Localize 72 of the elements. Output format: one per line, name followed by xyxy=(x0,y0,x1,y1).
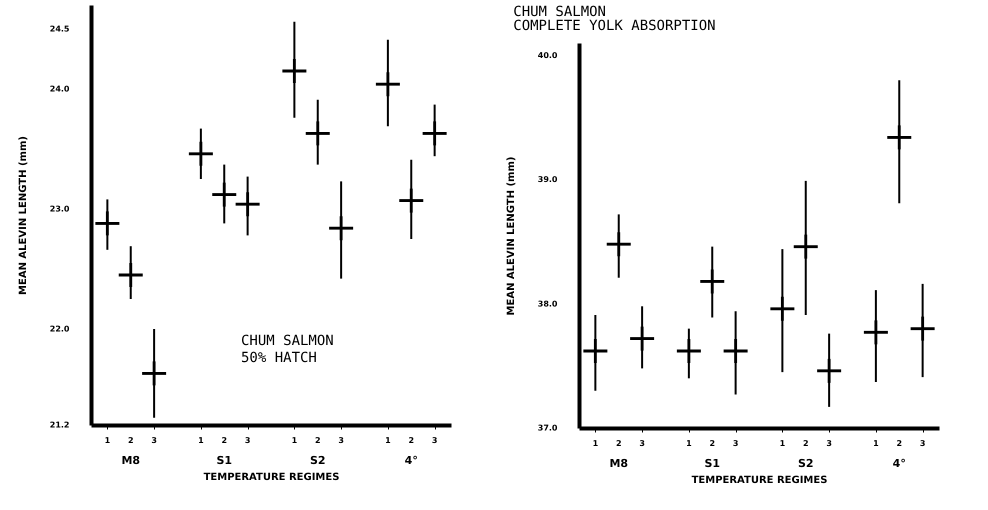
x-tick-label: 2 xyxy=(896,439,902,448)
y-tick-label: 40.0 xyxy=(538,50,558,60)
x-tick-label: 3 xyxy=(732,439,738,448)
x-tick-label: 2 xyxy=(802,439,809,448)
point xyxy=(910,316,935,341)
y-tick-label: 24.0 xyxy=(50,84,70,94)
text: M8 xyxy=(121,454,140,467)
x-tick-label: 3 xyxy=(826,439,832,448)
point xyxy=(282,59,306,83)
point xyxy=(118,263,143,287)
point xyxy=(212,182,236,207)
y-tick-label: 23.0 xyxy=(50,204,70,214)
x-tick-label: 2 xyxy=(709,439,716,448)
x-tick-label: 1 xyxy=(686,439,692,448)
text: 4° xyxy=(404,454,418,467)
text: CHUM SALMON xyxy=(241,333,334,349)
x-tick-label: 2 xyxy=(128,436,134,445)
x-tick-label: 1 xyxy=(198,436,204,445)
point xyxy=(724,339,748,363)
point xyxy=(399,188,424,213)
x-tick-label: 1 xyxy=(104,436,111,445)
point xyxy=(376,72,400,96)
point xyxy=(864,320,888,344)
x-tick-label: 2 xyxy=(408,436,414,445)
x-tick-label: 1 xyxy=(592,439,599,448)
x-tick-label: 3 xyxy=(151,436,157,445)
y-tick-label: 39.0 xyxy=(538,175,558,184)
text: 4° xyxy=(892,457,906,470)
chart-title: CHUM SALMON xyxy=(513,4,606,20)
x-tick-label: 2 xyxy=(616,439,622,448)
x-tick-label: 2 xyxy=(221,436,228,445)
point xyxy=(142,361,166,386)
text: M8 xyxy=(609,457,628,470)
x-tick-label: 3 xyxy=(920,439,926,448)
chart-subtitle: COMPLETE YOLK ABSORPTION xyxy=(513,18,716,34)
point xyxy=(817,358,842,383)
x-tick-label: 1 xyxy=(385,436,392,445)
x-tick-label: 3 xyxy=(338,436,344,445)
text: S1 xyxy=(704,457,720,470)
y-tick-label: 24.5 xyxy=(50,24,70,34)
text: 50% HATCH xyxy=(241,350,317,366)
x-axis-title: TEMPERATURE REGIMES xyxy=(204,472,340,483)
point xyxy=(583,339,608,363)
text: S1 xyxy=(216,454,232,467)
y-tick-label: 22.0 xyxy=(50,324,70,334)
point xyxy=(95,211,120,236)
x-tick-label: 3 xyxy=(639,439,645,448)
point xyxy=(422,121,447,146)
y-axis-title: MEAN ALEVIN LENGTH (mm) xyxy=(18,136,29,295)
x-tick-label: 3 xyxy=(244,436,250,445)
x-tick-label: 1 xyxy=(780,439,786,448)
point xyxy=(630,326,654,351)
text: S2 xyxy=(798,457,814,470)
text: S2 xyxy=(310,454,326,467)
point xyxy=(794,234,818,259)
point xyxy=(188,142,213,166)
point xyxy=(306,121,330,146)
point xyxy=(700,269,724,294)
y-tick-label: 37.0 xyxy=(538,424,558,432)
x-tick-label: 3 xyxy=(432,436,438,445)
x-tick-label: 1 xyxy=(873,439,880,448)
point xyxy=(329,216,354,240)
point xyxy=(887,125,912,150)
point xyxy=(676,339,701,363)
point xyxy=(770,296,794,321)
x-tick-label: 1 xyxy=(292,436,298,445)
y-tick-label: 38.0 xyxy=(538,299,558,308)
point xyxy=(236,192,260,216)
y-axis-title: MEAN ALEVIN LENGTH (mm) xyxy=(506,156,517,316)
x-tick-label: 2 xyxy=(314,436,321,445)
y-tick-label: 21.2 xyxy=(50,420,70,430)
x-axis-title: TEMPERATURE REGIMES xyxy=(692,475,828,486)
